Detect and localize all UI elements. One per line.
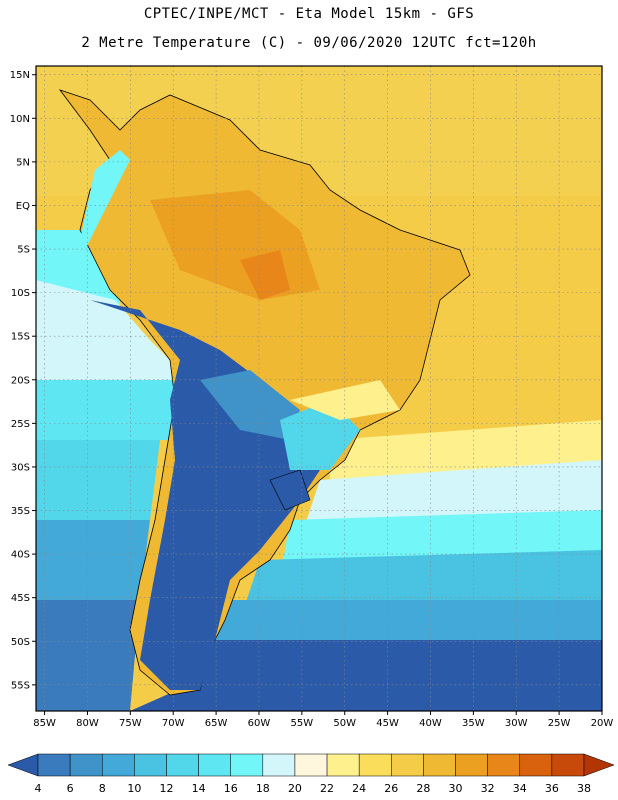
colorbar-swatch xyxy=(391,753,424,777)
colorbar-swatch xyxy=(519,753,553,777)
lon-label: 75W xyxy=(119,718,142,729)
amazon-hot-spot xyxy=(240,250,290,300)
longitude-labels: 85W 80W 75W 70W 65W 60W 55W 50W 45W 40W 35W 30W 25W 2… xyxy=(33,711,613,729)
colorbar-over-arrow xyxy=(583,753,615,777)
lat-label: 10S xyxy=(11,288,30,299)
colorbar-tick-label: 20 xyxy=(288,782,302,795)
lon-label: 85W xyxy=(33,718,56,729)
colorbar-tick-label: 18 xyxy=(256,782,270,795)
colorbar-tick-label: 6 xyxy=(67,782,74,795)
lat-label: EQ xyxy=(16,201,30,212)
colorbar-swatch xyxy=(326,753,360,777)
colorbar-swatch xyxy=(423,753,456,777)
pacific-band-16 xyxy=(36,380,190,440)
colorbar-labels: 4 6 8 10 12 14 16 18 20 22 24 26 28 30 32 34 36 38 xyxy=(35,782,592,795)
colorbar-swatch xyxy=(166,753,199,777)
lon-label: 65W xyxy=(205,718,228,729)
lat-label: 35S xyxy=(11,506,30,517)
map-frame xyxy=(35,65,603,712)
lon-label: 60W xyxy=(248,718,271,729)
lat-label: 55S xyxy=(11,680,30,691)
colorbar-tick-label: 12 xyxy=(159,782,173,795)
colorbar-swatch xyxy=(551,753,585,777)
lat-label: 15S xyxy=(11,332,30,343)
lon-label: 30W xyxy=(505,718,528,729)
colorbar-swatch xyxy=(230,753,264,777)
colorbar-swatch xyxy=(262,753,296,777)
lat-label: 5N xyxy=(16,157,30,168)
colorbar-swatch xyxy=(487,753,521,777)
colorbar-tick-label: 36 xyxy=(545,782,559,795)
lon-label: 70W xyxy=(162,718,185,729)
lon-label: 40W xyxy=(419,718,442,729)
chaco-region-cool xyxy=(200,370,300,440)
lat-label: 50S xyxy=(11,637,30,648)
colorbar-tick-label: 4 xyxy=(35,782,42,795)
lon-label: 55W xyxy=(291,718,314,729)
colorbar-swatch xyxy=(134,753,167,777)
lon-label: 25W xyxy=(548,718,571,729)
lon-label: 20W xyxy=(591,718,614,729)
colorbar-swatch xyxy=(198,753,231,777)
colorbar-under-arrow xyxy=(7,753,39,777)
map-field xyxy=(36,66,602,711)
colorbar-tick-label: 30 xyxy=(449,782,463,795)
lat-label: 10N xyxy=(10,114,30,125)
colorbar-tick-label: 10 xyxy=(127,782,141,795)
lon-label: 45W xyxy=(376,718,399,729)
colorbar xyxy=(7,753,615,777)
colorbar-tick-label: 8 xyxy=(99,782,106,795)
lat-label: 15N xyxy=(10,70,30,81)
lat-label: 5S xyxy=(17,245,30,256)
colorbar-swatch xyxy=(101,753,135,777)
colorbar-swatch xyxy=(69,753,103,777)
lon-label: 80W xyxy=(76,718,99,729)
lon-label: 35W xyxy=(462,718,485,729)
chart-title-line-1: CPTEC/INPE/MCT - Eta Model 15km - GFS xyxy=(143,6,475,22)
pacific-band-14 xyxy=(36,440,160,520)
pacific-band-mild xyxy=(36,280,190,380)
colorbar-tick-label: 22 xyxy=(320,782,334,795)
andes-cool-strip xyxy=(80,150,130,250)
colorbar-tick-label: 16 xyxy=(224,782,238,795)
colorbar-swatch xyxy=(358,753,392,777)
rio-de-la-plata xyxy=(269,469,311,511)
pacific-band-6 xyxy=(36,600,140,711)
lat-label: 25S xyxy=(11,419,30,430)
colorbar-tick-label: 32 xyxy=(481,782,495,795)
colorbar-swatch xyxy=(37,753,71,777)
colorbar-swatch xyxy=(294,753,328,777)
atlantic-band-4 xyxy=(130,640,602,711)
colorbar-tick-label: 34 xyxy=(513,782,527,795)
latitude-labels: 15N 10N 5N EQ 5S 10S 15S 20S 25S 30S 35S 40S 45S 50S 5… xyxy=(10,70,36,691)
colorbar-tick-label: 38 xyxy=(577,782,591,795)
colorbar-tick-label: 14 xyxy=(192,782,206,795)
lat-label: 40S xyxy=(11,550,30,561)
lon-label: 50W xyxy=(333,718,356,729)
lat-label: 20S xyxy=(11,375,30,386)
colorbar-tick-label: 24 xyxy=(352,782,366,795)
colorbar-tick-label: 26 xyxy=(384,782,398,795)
lat-label: 30S xyxy=(11,462,30,473)
colorbar-tick-label: 28 xyxy=(416,782,430,795)
pacific-band-10 xyxy=(36,520,150,600)
chart-title-line-2: 2 Metre Temperature (C) - 09/06/2020 12U… xyxy=(81,35,537,51)
colorbar-swatch xyxy=(455,753,488,777)
lat-label: 45S xyxy=(11,593,30,604)
